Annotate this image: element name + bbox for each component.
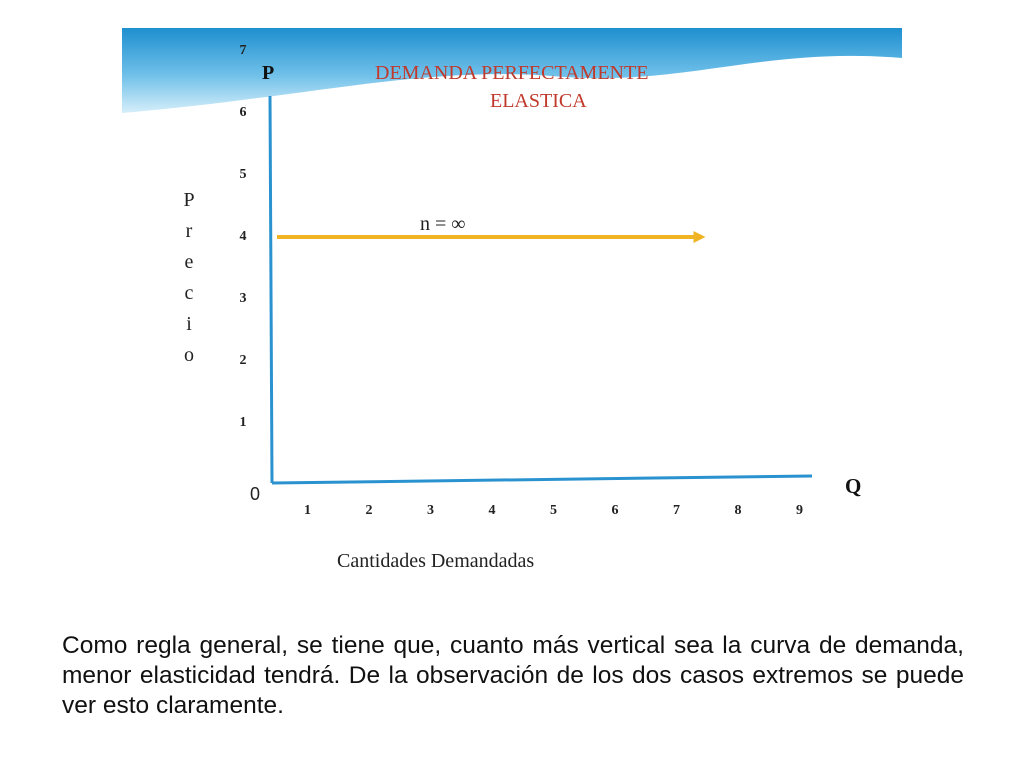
y-tick-labels: 1 2 3 4 5 6 7 xyxy=(240,43,247,430)
origin-label: 0 xyxy=(250,484,260,504)
x-tick-label: 4 xyxy=(489,503,496,518)
y-tick-label: 1 xyxy=(240,415,247,430)
y-tick-label: 7 xyxy=(240,43,247,58)
y-tick-label: 5 xyxy=(240,167,247,182)
x-tick-label: 9 xyxy=(796,503,803,518)
elasticity-annotation: n = ∞ xyxy=(420,213,466,235)
y-axis-line xyxy=(268,95,274,484)
y-tick-label: 4 xyxy=(240,229,247,244)
y-tick-label: 2 xyxy=(240,353,247,368)
series-group xyxy=(277,231,706,243)
caption-text: Como regla general, se tiene que, cuanto… xyxy=(62,632,964,719)
x-tick-label: 6 xyxy=(612,503,619,518)
header-background xyxy=(122,28,902,113)
x-axis-label: Cantidades Demandadas xyxy=(337,550,534,572)
x-tick-labels: 1 2 3 4 5 6 7 8 9 xyxy=(304,503,803,518)
x-axis-symbol: Q xyxy=(845,474,861,498)
x-tick-label: 2 xyxy=(366,503,373,518)
chart-title-line-2: ELASTICA xyxy=(490,90,587,112)
demand-line-arrowhead xyxy=(693,231,706,243)
x-tick-label: 5 xyxy=(550,503,557,518)
header-wave xyxy=(122,62,902,136)
chart-title-line-1: DEMANDA PERFECTAMENTE xyxy=(375,62,648,84)
y-tick-label: 3 xyxy=(240,291,247,306)
y-axis-symbol: P xyxy=(262,62,274,84)
demand-chart: P Q 0 DEMANDA PERFECTAMENTE ELASTICA n =… xyxy=(122,28,902,576)
x-tick-label: 1 xyxy=(304,503,311,518)
y-tick-label: 6 xyxy=(240,105,247,120)
x-tick-label: 7 xyxy=(673,503,680,518)
x-tick-label: 3 xyxy=(427,503,434,518)
chart-svg: P Q 0 DEMANDA PERFECTAMENTE ELASTICA n =… xyxy=(122,28,902,572)
x-tick-label: 8 xyxy=(735,503,742,518)
x-axis-line xyxy=(271,474,813,485)
